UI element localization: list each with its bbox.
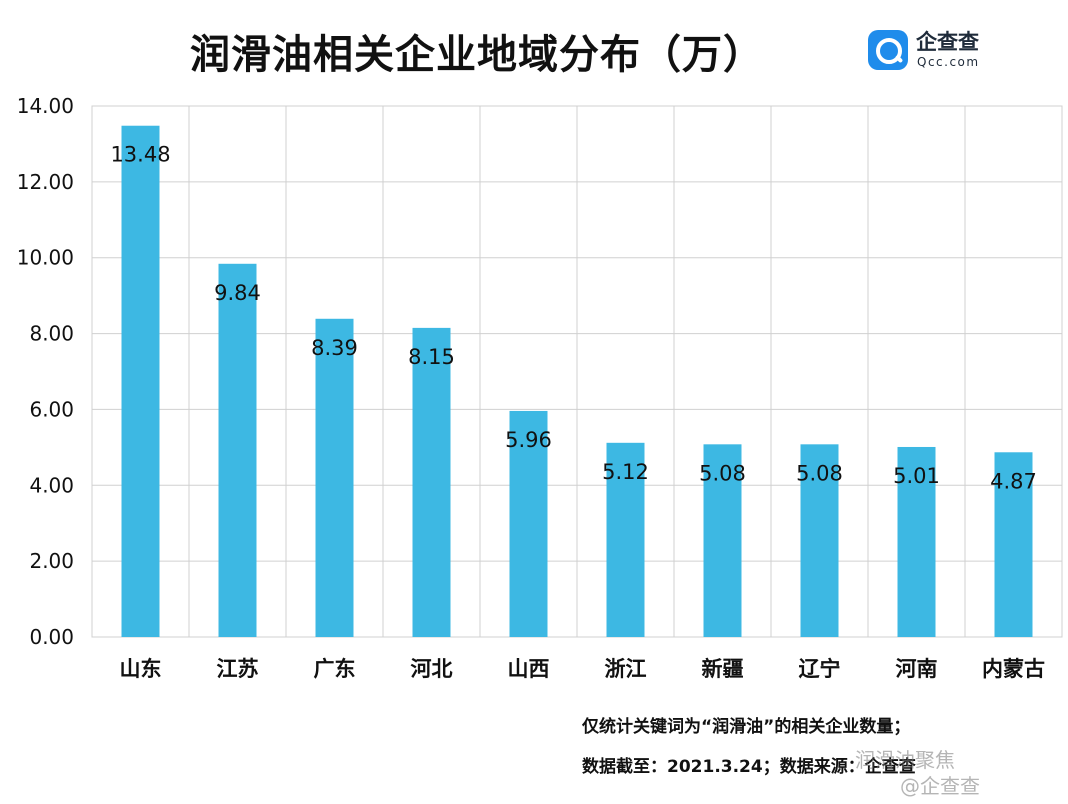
y-tick-label: 6.00 [29,397,74,421]
x-tick-label: 山西 [508,657,550,681]
x-tick-label: 河南 [896,657,938,681]
chart-bars [121,125,1033,638]
chart-title: 润滑油相关企业地域分布（万） [190,32,764,78]
x-tick-label: 新疆 [702,657,744,681]
qcc-search-icon [868,30,908,70]
logo-domain: Qcc.com [917,55,980,69]
data-label: 9.84 [214,281,261,305]
data-label: 5.12 [602,460,649,484]
data-label: 5.08 [796,461,843,485]
bar [218,263,257,637]
data-label: 8.39 [311,336,358,360]
data-label: 5.96 [505,428,552,452]
x-tick-label: 辽宁 [799,657,841,681]
x-tick-label: 山东 [120,657,162,681]
y-tick-label: 12.00 [17,170,74,194]
bar [800,444,839,637]
y-tick-label: 0.00 [29,625,74,649]
watermark-account: 润滑油聚焦 [855,748,955,772]
footnote-scope: 仅统计关键词为“润滑油”的相关企业数量； [582,717,911,737]
x-tick-label: 内蒙古 [982,657,1045,681]
x-tick-label: 江苏 [217,657,259,681]
data-label: 5.08 [699,461,746,485]
bar [897,446,936,637]
bar [606,442,645,637]
qcc-logo: 企查查 Qcc.com [868,26,998,76]
y-tick-label: 14.00 [17,94,74,118]
x-tick-label: 河北 [411,657,453,681]
bar [412,327,451,637]
y-tick-label: 4.00 [29,473,74,497]
y-tick-label: 2.00 [29,549,74,573]
footnote-source: 数据截至：2021.3.24；数据来源：企查查 [582,757,916,777]
y-tick-label: 8.00 [29,322,74,346]
logo-name: 企查查 [916,30,979,54]
bar [509,410,548,637]
data-label: 8.15 [408,345,455,369]
x-tick-label: 浙江 [605,657,647,681]
bar [121,125,160,638]
y-tick-label: 10.00 [17,246,74,270]
bar [994,452,1033,637]
watermark-brand: @企查查 [900,774,980,798]
chart-labels: 0.00 2.00 4.00 6.00 8.00 10.00 12.00 14.00 13.48… [17,94,1045,681]
bar [315,318,354,637]
data-label: 13.48 [110,143,170,167]
bar [703,444,742,637]
data-label: 4.87 [990,469,1037,493]
x-tick-label: 广东 [314,657,356,681]
data-label: 5.01 [893,464,940,488]
